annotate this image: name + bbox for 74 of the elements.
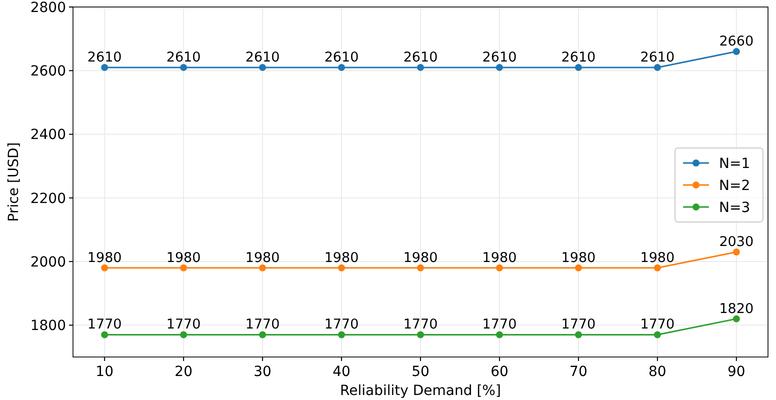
point xyxy=(180,64,188,71)
data-label: 1770 xyxy=(561,316,596,333)
y-tick-label: 2400 xyxy=(30,127,66,144)
data-label: 2660 xyxy=(719,34,754,50)
point xyxy=(496,64,503,71)
data-label: 1980 xyxy=(561,250,596,266)
data-label: 1770 xyxy=(87,316,122,333)
x-tick-label: 90 xyxy=(727,364,746,380)
point xyxy=(654,64,661,71)
data-label: 2610 xyxy=(87,49,122,66)
data-label: 1770 xyxy=(166,316,201,333)
point xyxy=(180,264,188,272)
data-label: 1770 xyxy=(324,316,359,333)
point xyxy=(732,248,740,256)
data-label: 2610 xyxy=(403,49,438,66)
point xyxy=(417,331,424,338)
x-tick-label: 30 xyxy=(254,364,272,380)
data-label: 1980 xyxy=(324,250,359,266)
point xyxy=(259,331,266,338)
y-tick-label: 1800 xyxy=(30,318,66,334)
data-label: 1770 xyxy=(482,316,517,333)
data-label: 2610 xyxy=(245,49,280,66)
legend-label: N=1 xyxy=(719,156,750,172)
x-tick-label: 80 xyxy=(648,364,666,380)
data-label: 1770 xyxy=(245,316,280,333)
x-tick-label: 70 xyxy=(570,364,588,380)
data-label: 1980 xyxy=(87,250,122,266)
point xyxy=(259,64,266,71)
data-label: 1980 xyxy=(245,250,280,266)
data-label: 2610 xyxy=(166,49,201,66)
y-axis-title: Price [USD] xyxy=(6,142,22,222)
x-tick-label: 20 xyxy=(174,364,192,380)
point xyxy=(496,264,503,272)
data-label: 1980 xyxy=(640,250,675,266)
y-tick-label: 2200 xyxy=(30,190,66,207)
data-label: 2030 xyxy=(719,234,754,250)
point xyxy=(574,331,582,338)
data-label: 2610 xyxy=(324,49,359,66)
data-label: 1770 xyxy=(640,316,675,333)
point xyxy=(654,264,661,272)
point xyxy=(732,48,740,56)
data-label: 1820 xyxy=(719,300,754,317)
point xyxy=(574,64,582,71)
point xyxy=(180,331,188,338)
point xyxy=(101,64,108,71)
point xyxy=(338,331,346,338)
x-tick-label: 50 xyxy=(412,364,430,380)
data-label: 1770 xyxy=(403,316,438,333)
point xyxy=(101,264,108,272)
point xyxy=(417,264,424,272)
point xyxy=(732,315,740,322)
point xyxy=(338,64,346,71)
x-tick-label: 10 xyxy=(96,364,114,380)
y-tick-label: 2800 xyxy=(30,0,66,16)
y-tick-label: 2000 xyxy=(30,254,66,270)
point xyxy=(574,264,582,272)
point xyxy=(338,264,346,272)
x-tick-label: 40 xyxy=(332,364,350,380)
point xyxy=(496,331,503,338)
data-label: 2610 xyxy=(640,49,675,66)
point xyxy=(654,331,661,338)
point xyxy=(259,264,266,272)
data-label: 1980 xyxy=(482,250,517,266)
data-label: 2610 xyxy=(561,49,596,66)
legend-label: N=3 xyxy=(719,200,750,216)
data-label: 2610 xyxy=(482,49,517,66)
data-label: 1980 xyxy=(403,250,438,266)
data-label: 1980 xyxy=(166,250,201,266)
y-tick-label: 2600 xyxy=(30,64,66,80)
point xyxy=(417,64,424,71)
x-axis-title: Reliability Demand [%] xyxy=(340,383,501,399)
x-tick-label: 60 xyxy=(490,364,508,380)
legend-label: N=2 xyxy=(719,178,750,194)
point xyxy=(101,331,108,338)
